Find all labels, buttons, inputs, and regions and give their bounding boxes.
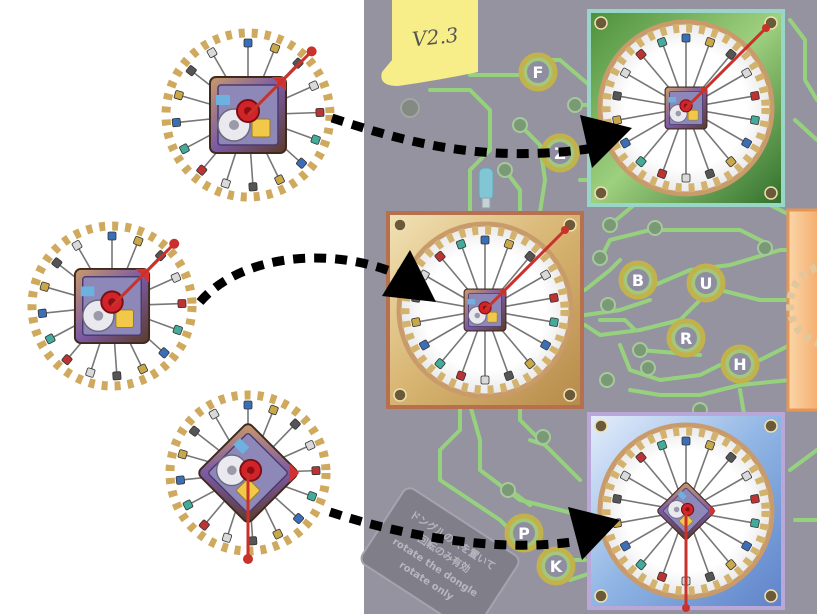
arrowhead-blue <box>568 507 620 560</box>
node-f[interactable]: F <box>518 52 558 92</box>
dash-ring <box>161 28 335 202</box>
tile-orange-partial <box>786 208 817 412</box>
piece-green-drive[interactable] <box>161 28 335 202</box>
probe-tip <box>561 226 569 234</box>
probe-line <box>110 242 176 308</box>
probe-tip <box>682 604 690 612</box>
node-label: K <box>550 557 563 576</box>
probe-tip <box>169 238 180 249</box>
dash-ring <box>27 221 197 391</box>
node-k[interactable]: K <box>536 546 576 586</box>
arrow-to-green-tile <box>330 113 596 159</box>
node-label: P <box>518 524 530 543</box>
trace-pads <box>497 97 773 498</box>
usb-dongle-icon <box>478 167 494 209</box>
tile-blue[interactable] <box>587 412 785 612</box>
node-h[interactable]: H <box>720 344 760 384</box>
dash-ring <box>601 426 771 596</box>
probe-tip <box>762 24 770 32</box>
probe-line <box>684 26 768 110</box>
node-label: R <box>680 329 692 348</box>
dash-ring <box>400 225 570 395</box>
node-label: F <box>533 63 544 82</box>
version-note: V2.3 <box>411 23 460 52</box>
sticky-note: V2.3 <box>381 0 478 118</box>
probe-tip <box>243 554 253 564</box>
probe-tip <box>306 46 317 57</box>
node-b[interactable]: B <box>618 260 658 300</box>
node-label: H <box>733 355 746 374</box>
piece-gold-drive[interactable] <box>27 221 197 391</box>
arrow-to-blue-tile <box>328 507 586 550</box>
probe-line <box>246 50 313 117</box>
arrowhead-gold <box>382 250 436 302</box>
tile-gold[interactable] <box>386 211 584 409</box>
node-u[interactable]: U <box>686 263 726 303</box>
node-label: U <box>700 274 713 293</box>
arrowhead-green <box>580 115 632 168</box>
piece-blue-drive[interactable] <box>165 390 331 564</box>
dash-ring <box>601 23 771 193</box>
node-label: B <box>632 271 644 290</box>
arrow-to-gold-tile <box>196 253 402 305</box>
node-r[interactable]: R <box>666 318 706 358</box>
tile-green[interactable] <box>587 9 785 207</box>
probe-line <box>483 228 567 312</box>
